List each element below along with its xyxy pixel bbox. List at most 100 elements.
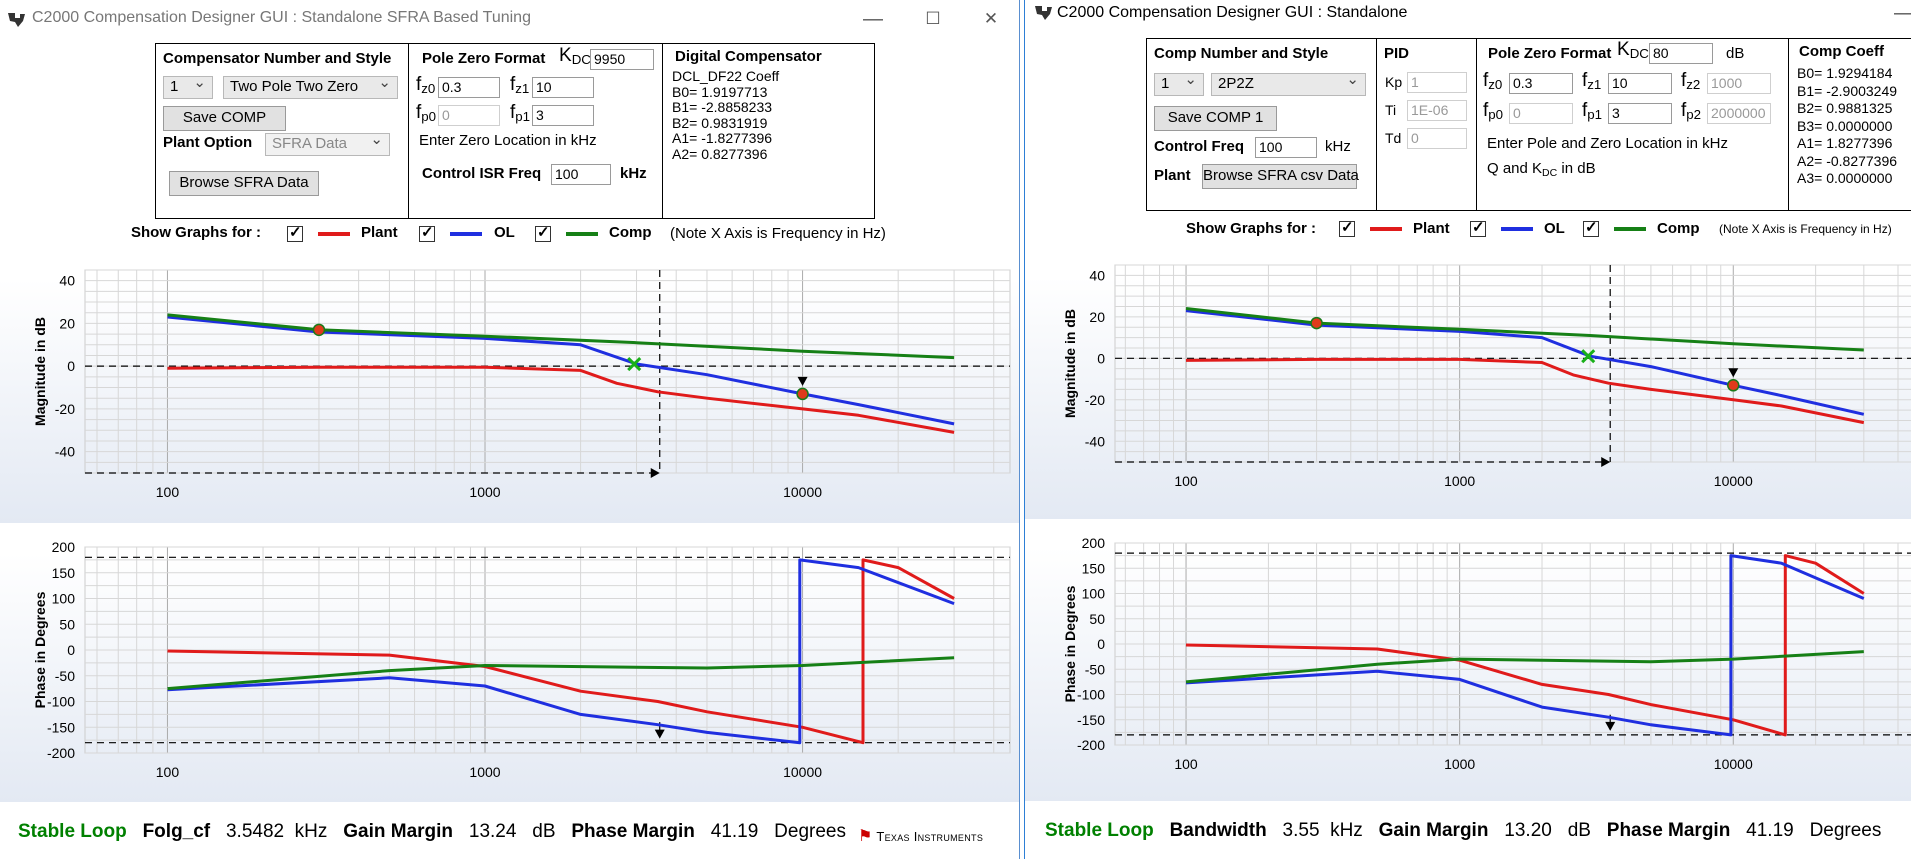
minimize-button[interactable]: — (863, 8, 883, 30)
phase-margin-unit: Degrees (774, 821, 846, 842)
fz2-input[interactable]: 1000 (1707, 73, 1771, 94)
fz1-input[interactable]: 10 (1608, 73, 1672, 94)
gain-margin-value: 13.20 (1504, 820, 1552, 841)
ol-checkbox[interactable] (1470, 218, 1486, 237)
isr-freq-input[interactable]: 100 (551, 164, 611, 185)
pid-heading: PID (1384, 45, 1410, 62)
fp2-input[interactable]: 2000000 (1707, 103, 1771, 124)
plant-swatch (1370, 227, 1402, 231)
fp0-input[interactable]: 0 (1509, 103, 1573, 124)
config-panel: Compensator Number and Style 1 Two Pole … (155, 43, 875, 219)
fp1-input[interactable]: 3 (1608, 103, 1672, 124)
td-label: Td (1385, 130, 1402, 146)
y-tick-label: -100 (1077, 687, 1105, 703)
kdc-input[interactable]: 9950 (590, 49, 654, 70)
plant-series-line (1185, 357, 1865, 425)
control-freq-input[interactable]: 100 (1255, 137, 1317, 158)
fz0-input[interactable]: 0.3 (1509, 73, 1573, 94)
digital-coeff-list: DCL_DF22 Coeff B0= 1.9197713 B1= -2.8858… (672, 68, 780, 162)
y-tick-label: -150 (1077, 712, 1105, 728)
compensator-heading: Comp Number and Style (1154, 45, 1329, 62)
td-input[interactable]: 0 (1407, 128, 1467, 149)
x-tick-label: 1000 (1444, 473, 1475, 489)
y-tick-label: 200 (52, 539, 76, 555)
compensator-section: Comp Number and Style 1 2P2Z Save COMP 1… (1147, 39, 1377, 210)
q-kdc-hint: Q and KDC in dB (1487, 160, 1596, 179)
x-tick-label: 1000 (1444, 756, 1475, 772)
browse-sfra-csv-button[interactable]: Browse SFRA csv Data (1202, 164, 1359, 189)
ti-logo-icon (8, 13, 25, 27)
phase-margin-value: 41.19 (710, 821, 759, 842)
ti-brand-icon: ⚑ (858, 828, 873, 845)
minimize-button[interactable]: — (1889, 0, 1911, 26)
compensator-number-select[interactable]: 1 (1154, 73, 1204, 96)
ol-series-line (1185, 554, 1865, 737)
fz1-input[interactable]: 10 (532, 77, 594, 98)
gain-margin-value: 13.24 (468, 821, 517, 842)
plant-checkbox[interactable] (287, 223, 303, 242)
compensator-style-select[interactable]: Two Pole Two Zero (223, 76, 398, 99)
compensator-style-select[interactable]: 2P2Z (1211, 73, 1366, 96)
x-tick-label: 100 (1174, 756, 1198, 772)
arrow-head (1601, 457, 1611, 467)
plant-option-select[interactable]: SFRA Data (265, 133, 390, 156)
fz2-label: fz2 (1681, 70, 1701, 92)
x-tick-label: 100 (1174, 473, 1198, 489)
pole-zero-section: Pole Zero Format KDC 9950 fz0 0.3 fz1 10… (409, 44, 663, 218)
y-tick-label: -200 (1077, 737, 1105, 753)
fp1-input[interactable]: 3 (532, 105, 594, 126)
fz0-label: fz0 (416, 74, 436, 96)
arrow-head (797, 376, 808, 386)
y-tick-label: 150 (1082, 560, 1106, 576)
show-graphs-label: Show Graphs for : (131, 224, 262, 241)
y-tick-label: 0 (1097, 636, 1105, 652)
y-tick-label: -200 (47, 745, 75, 761)
fp0-input[interactable]: 0 (438, 105, 500, 126)
plant-swatch (318, 232, 350, 236)
kdc-label: KDC (1617, 39, 1649, 61)
isr-freq-unit: kHz (620, 165, 647, 182)
folg-value: 3.5482 (225, 821, 285, 842)
close-button[interactable]: ✕ (983, 9, 999, 28)
pole-zero-hint: Enter Pole and Zero Location in kHz (1487, 135, 1728, 152)
kdc-label: KDC (559, 45, 591, 67)
y-tick-label: 0 (67, 642, 75, 658)
arrow-head (650, 468, 660, 478)
ti-input[interactable]: 1E-06 (1407, 100, 1467, 121)
y-tick-label: 150 (52, 565, 76, 581)
save-comp-button[interactable]: Save COMP (163, 106, 286, 131)
compensator-number-select[interactable]: 1 (163, 76, 213, 99)
gain-margin-label: Gain Margin (1378, 820, 1489, 841)
kp-input[interactable]: 1 (1407, 72, 1467, 93)
bandwidth-value: 3.55 (1282, 820, 1320, 841)
comp-series-line (1185, 307, 1864, 352)
gain-margin-label: Gain Margin (343, 821, 454, 842)
kdc-unit: dB (1726, 45, 1745, 62)
kdc-input[interactable]: 80 (1649, 43, 1713, 64)
browse-sfra-button[interactable]: Browse SFRA Data (169, 171, 319, 196)
control-freq-label: Control Freq (1154, 138, 1244, 155)
comp-checkbox[interactable] (1583, 218, 1599, 237)
maximize-button[interactable]: ☐ (925, 9, 941, 28)
fz0-input[interactable]: 0.3 (438, 77, 500, 98)
fp1-label: fp1 (510, 102, 531, 124)
comp-swatch (1614, 227, 1646, 231)
x-tick-label: 100 (156, 484, 180, 500)
save-comp-button[interactable]: Save COMP 1 (1154, 106, 1277, 131)
y-tick-label: -150 (47, 719, 75, 735)
ol-legend-label: OL (494, 224, 515, 241)
phase-margin-unit: Degrees (1809, 820, 1882, 841)
y-axis-label: Phase in Degrees (32, 591, 48, 708)
ti-logo-icon (1035, 6, 1052, 20)
y-tick-label: -50 (1085, 661, 1105, 677)
comp-checkbox[interactable] (535, 223, 551, 242)
comp-series-line (167, 313, 955, 360)
ol-checkbox[interactable] (419, 223, 435, 242)
arrow-head (654, 729, 665, 739)
bandwidth-unit: kHz (1330, 820, 1363, 841)
y-tick-label: 40 (1089, 267, 1105, 283)
magnitude-chart: 40 20 0 -20 -40 100 1000 10000 Magnitude in dB (32, 269, 1011, 500)
ti-brand: ⚑ Texas Instruments (858, 828, 984, 845)
y-tick-label: -20 (1085, 392, 1105, 408)
plant-checkbox[interactable] (1339, 218, 1355, 237)
